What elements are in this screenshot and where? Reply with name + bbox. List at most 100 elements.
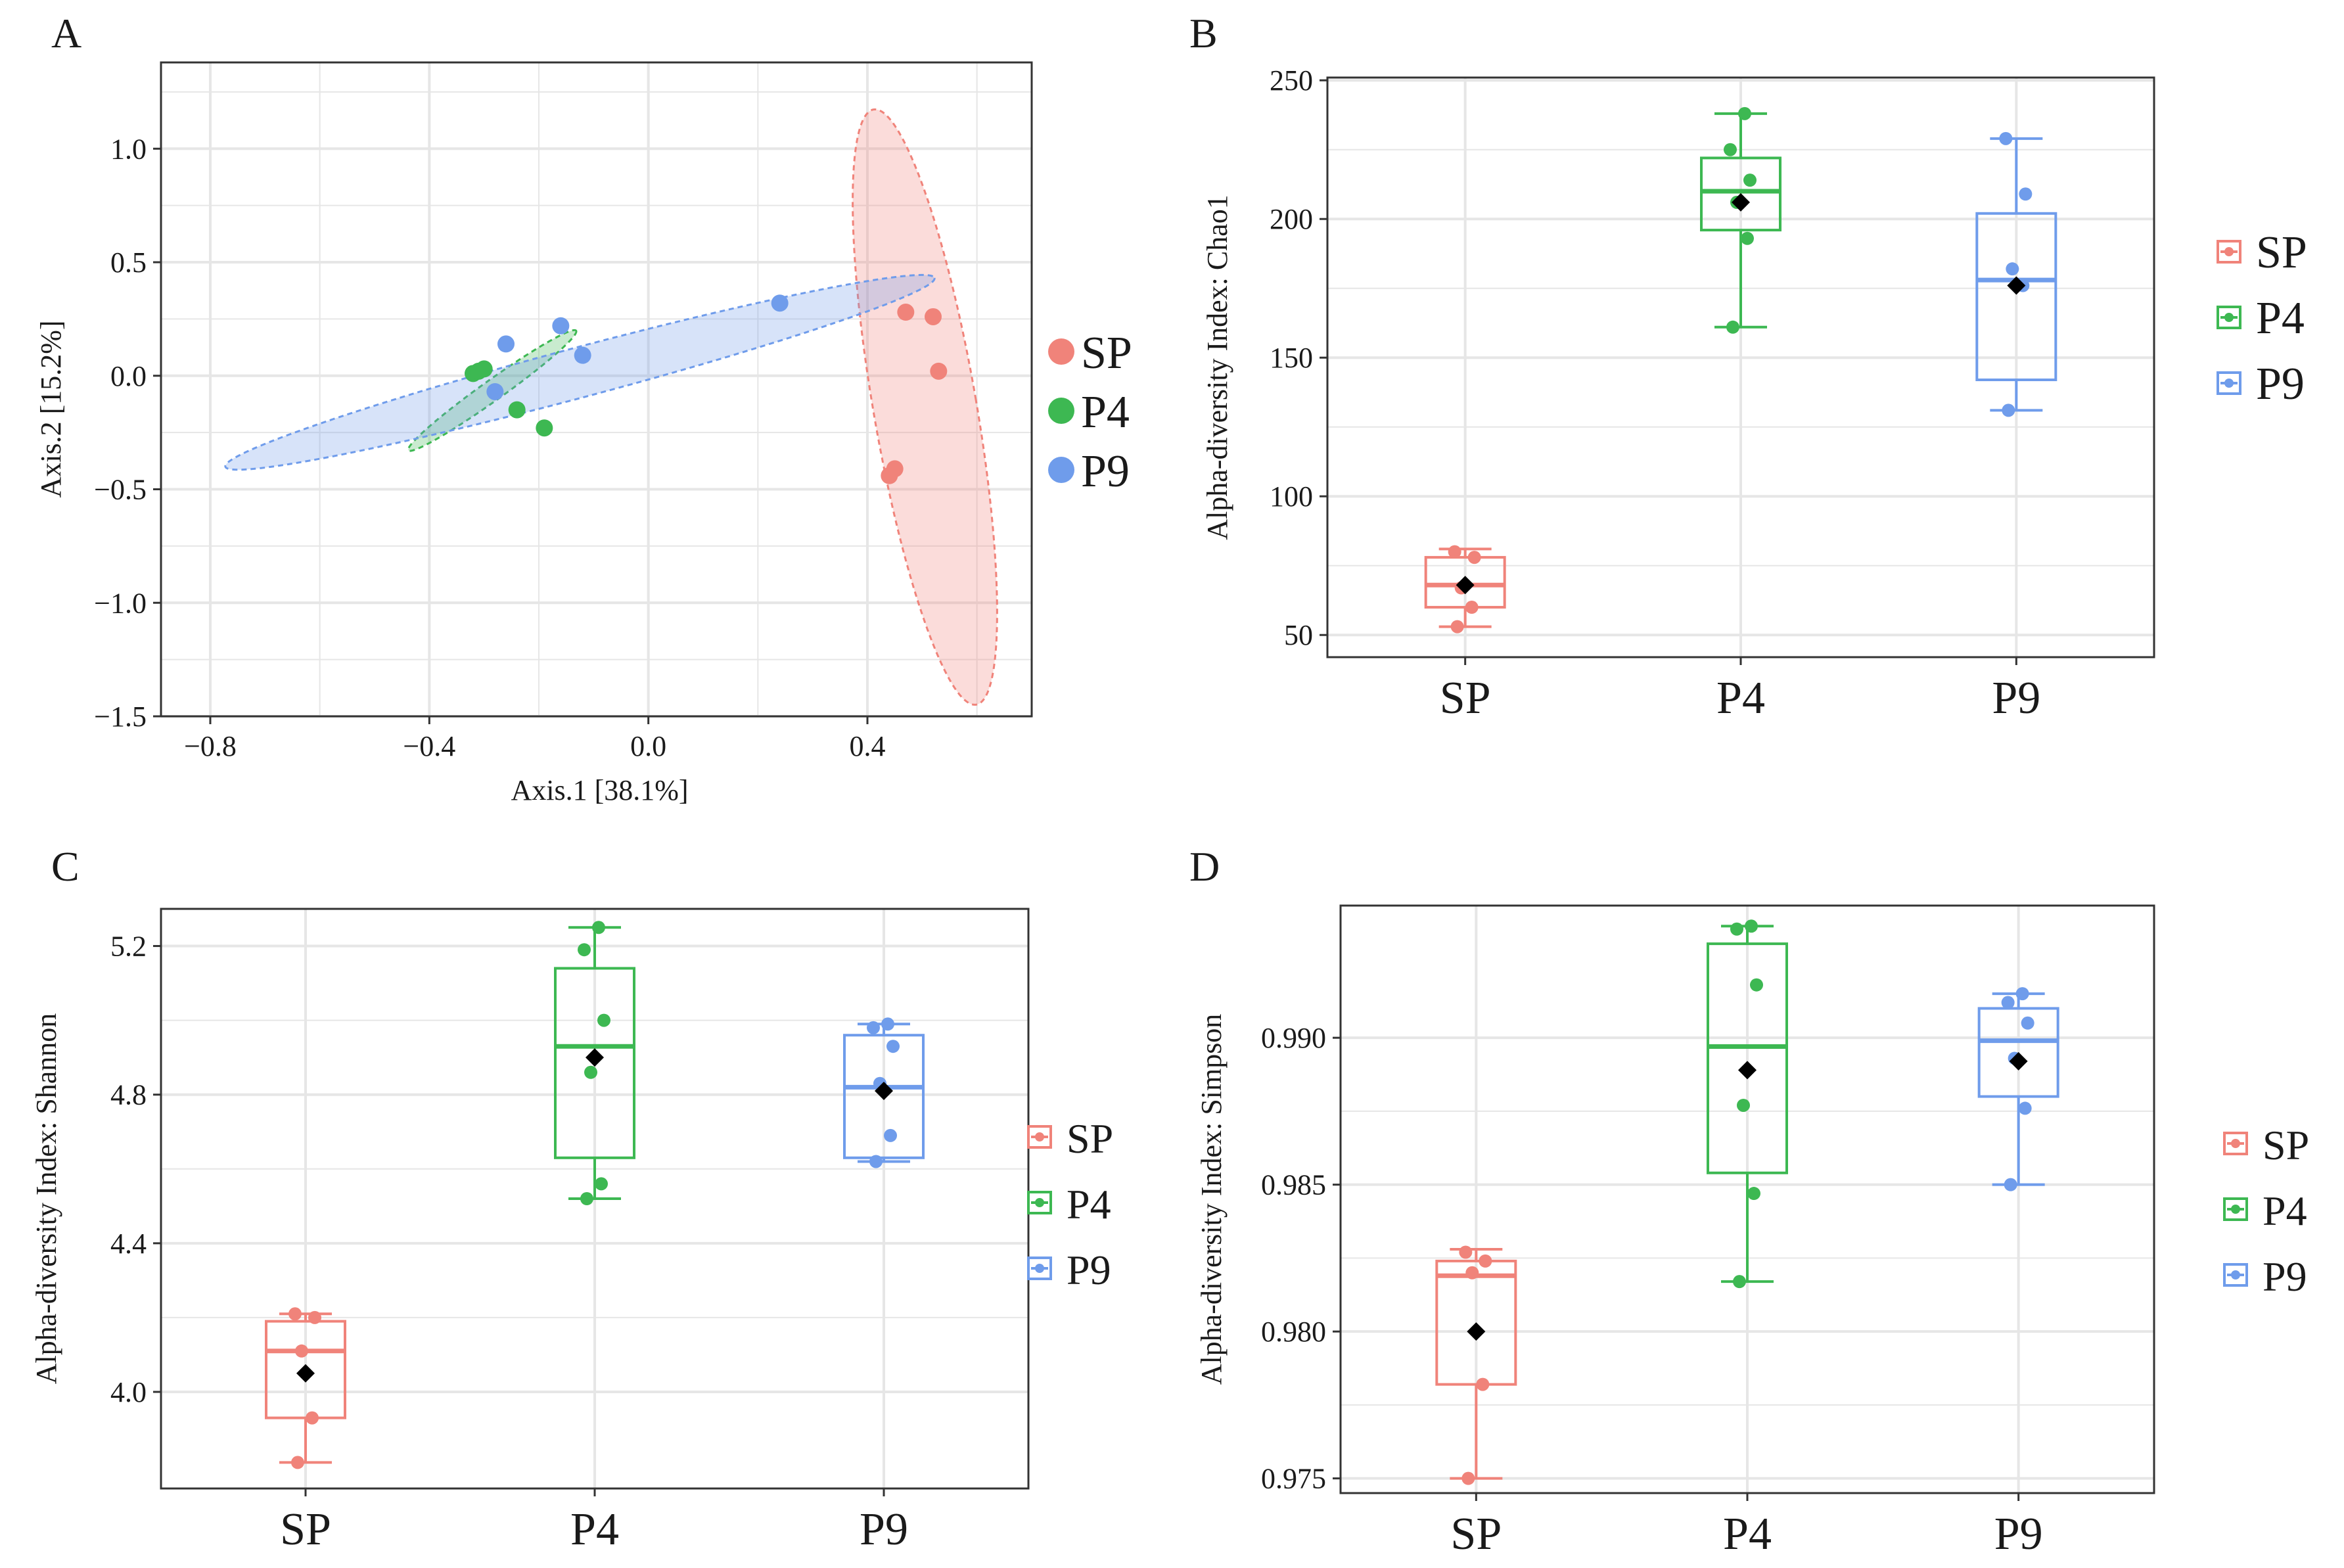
panel-b-p4-point bbox=[1738, 106, 1751, 120]
panel-b-p4-box bbox=[1700, 156, 1781, 232]
panel-c-p4-point bbox=[592, 921, 605, 934]
panel-d-p9-point bbox=[2015, 987, 2029, 1001]
panel-c-y-axis-title: Alpha-diversity Index: Shannon bbox=[30, 1013, 62, 1385]
panel-d-y-axis-title: Alpha-diversity Index: Simpson bbox=[1195, 1014, 1228, 1385]
legend-key-dot-p4 bbox=[1035, 1198, 1044, 1207]
panel-c-p9-mean-marker bbox=[875, 1082, 893, 1101]
legend-label-p9: P9 bbox=[1067, 1247, 1111, 1293]
panel-b-y-axis-title: Alpha-diversity Index: Chao1 bbox=[1201, 195, 1233, 540]
panel-c-y-tick-label: 4.8 bbox=[110, 1079, 147, 1111]
panel-d-sp-mean-marker bbox=[1467, 1322, 1486, 1341]
panel-b-sp-point bbox=[1467, 551, 1481, 565]
panel-c-shannon-boxplot: C 4.0 4.4 4.8 5.2 SP P4 P9 Alpha-diversity Inde… bbox=[30, 843, 1113, 1555]
legend-key-dot-p9 bbox=[1035, 1264, 1044, 1273]
panel-c-p9-point bbox=[881, 1017, 894, 1031]
panel-c-p4-point bbox=[578, 943, 591, 957]
panel-b-y-tick-label: 200 bbox=[1270, 203, 1313, 235]
panel-d-sp-point bbox=[1465, 1266, 1479, 1280]
panel-d-p4-point bbox=[1737, 1098, 1750, 1112]
panel-b-p9-mean-marker bbox=[2007, 276, 2026, 295]
panel-d-p9-point bbox=[2001, 996, 2015, 1009]
panel-b-p9-point bbox=[2006, 262, 2019, 276]
ellipse-p9 bbox=[224, 273, 936, 471]
panel-b-sp-mean-marker bbox=[1456, 576, 1475, 595]
panel-b-sp-point bbox=[1465, 601, 1479, 614]
legend-label-p9: P9 bbox=[2263, 1253, 2307, 1300]
panel-c-p4-point bbox=[595, 1177, 608, 1191]
panel-c-p9-point bbox=[884, 1128, 897, 1142]
legend-key-dot-sp bbox=[1035, 1132, 1044, 1141]
panel-a-pcoa-scatter: A 1.0 0.5 0.0 −0.5 −1.0 −1.5 −0.8 −0.4 0.0 0.4 Ax… bbox=[35, 10, 1132, 806]
point-p9 bbox=[486, 382, 504, 400]
panel-c-p9-point bbox=[869, 1155, 883, 1168]
panel-d-category-label: SP bbox=[1450, 1509, 1502, 1559]
legend-key-dot-p9 bbox=[2231, 1270, 2240, 1280]
panel-c-y-tick-label: 4.4 bbox=[110, 1228, 147, 1260]
point-sp bbox=[897, 304, 915, 321]
panel-d-sp-point bbox=[1479, 1254, 1492, 1268]
panel-c-p9-point bbox=[867, 1021, 880, 1034]
panel-d-p4-point bbox=[1745, 919, 1758, 933]
panel-d-p4-point bbox=[1747, 1187, 1760, 1201]
panel-d-letter: D bbox=[1189, 843, 1220, 890]
panel-d-p9-box bbox=[1977, 1007, 2059, 1098]
panel-d-p4-point bbox=[1730, 922, 1743, 936]
panel-c-p4-mean-marker bbox=[586, 1048, 604, 1067]
panel-d-p4-point bbox=[1750, 978, 1763, 992]
panel-c-p4-point bbox=[580, 1192, 593, 1205]
panel-b-sp-point bbox=[1450, 620, 1464, 634]
panel-d-y-tick-label: 0.985 bbox=[1261, 1169, 1326, 1201]
panel-d-p4-point bbox=[1733, 1275, 1746, 1289]
point-p4 bbox=[508, 401, 526, 419]
panel-d-p9-point bbox=[2021, 1016, 2034, 1030]
ellipse-sp bbox=[852, 108, 998, 706]
legend-label-sp: SP bbox=[1067, 1115, 1113, 1162]
point-p9 bbox=[771, 294, 789, 312]
panel-c-p9-box bbox=[843, 1034, 925, 1159]
point-p4 bbox=[475, 360, 493, 378]
panel-c-category-label: SP bbox=[280, 1504, 331, 1555]
legend-label-sp: SP bbox=[2263, 1122, 2309, 1168]
panel-b-p4-point bbox=[1724, 143, 1737, 156]
panel-d-p9-mean-marker bbox=[2009, 1051, 2028, 1071]
panel-a-legend: SP P4 P9 bbox=[1048, 328, 1132, 497]
panel-c-sp-point bbox=[308, 1310, 321, 1324]
panel-a-x-axis-title: Axis.1 [38.1%] bbox=[511, 774, 688, 806]
panel-d-p4-mean-marker bbox=[1738, 1061, 1757, 1080]
panel-a-y-tick-label: −0.5 bbox=[94, 474, 147, 506]
panel-d-sp-point bbox=[1476, 1377, 1490, 1391]
panel-d-y-tick-label: 0.980 bbox=[1261, 1316, 1326, 1348]
panel-d-category-label: P9 bbox=[1994, 1509, 2043, 1559]
panel-c-y-tick-label: 5.2 bbox=[110, 931, 147, 963]
panel-c-p4-point bbox=[584, 1065, 597, 1079]
panel-d-y-tick-label: 0.990 bbox=[1261, 1022, 1326, 1054]
panel-d-p9-point bbox=[2004, 1178, 2017, 1191]
panel-c-sp-point bbox=[295, 1344, 308, 1358]
point-p9 bbox=[574, 346, 591, 364]
panel-b-y-tick-label: 150 bbox=[1270, 342, 1313, 374]
panel-c-sp-mean-marker bbox=[296, 1364, 315, 1383]
panel-a-y-tick-label: −1.5 bbox=[94, 701, 147, 733]
panel-d-simpson-boxplot: D 0.975 0.980 0.985 0.990 SP P4 P9 Alpha-divers… bbox=[1189, 843, 2309, 1559]
panel-a-plot-area bbox=[161, 62, 1032, 716]
legend-key-dot-sp bbox=[2224, 247, 2234, 256]
legend-key-dot-sp bbox=[2231, 1139, 2240, 1148]
point-sp bbox=[930, 362, 948, 380]
panel-d-y-tick-label: 0.975 bbox=[1261, 1463, 1326, 1495]
panel-c-sp-point bbox=[288, 1307, 302, 1321]
point-p4 bbox=[536, 419, 553, 437]
panel-b-y-tick-label: 50 bbox=[1284, 619, 1313, 651]
panel-d-p4-box bbox=[1707, 942, 1788, 1174]
legend-marker-sp bbox=[1048, 338, 1074, 365]
panel-b-p4-point bbox=[1726, 320, 1739, 334]
panel-c-category-label: P9 bbox=[860, 1504, 908, 1555]
panel-b-p9-box bbox=[1975, 212, 2057, 381]
panel-b-content: 50 100 150 200 250 SP P4 P9 Alpha-diversity Inde… bbox=[1201, 64, 2307, 724]
panel-d-sp-point bbox=[1461, 1471, 1475, 1485]
panel-b-p9-point bbox=[2002, 404, 2015, 417]
panel-a-y-tick-label: 0.5 bbox=[110, 246, 147, 279]
panel-b-p4-point bbox=[1743, 173, 1757, 187]
panel-b-y-tick-label: 250 bbox=[1270, 64, 1313, 97]
panel-a-y-tick-label: 0.0 bbox=[110, 360, 147, 392]
